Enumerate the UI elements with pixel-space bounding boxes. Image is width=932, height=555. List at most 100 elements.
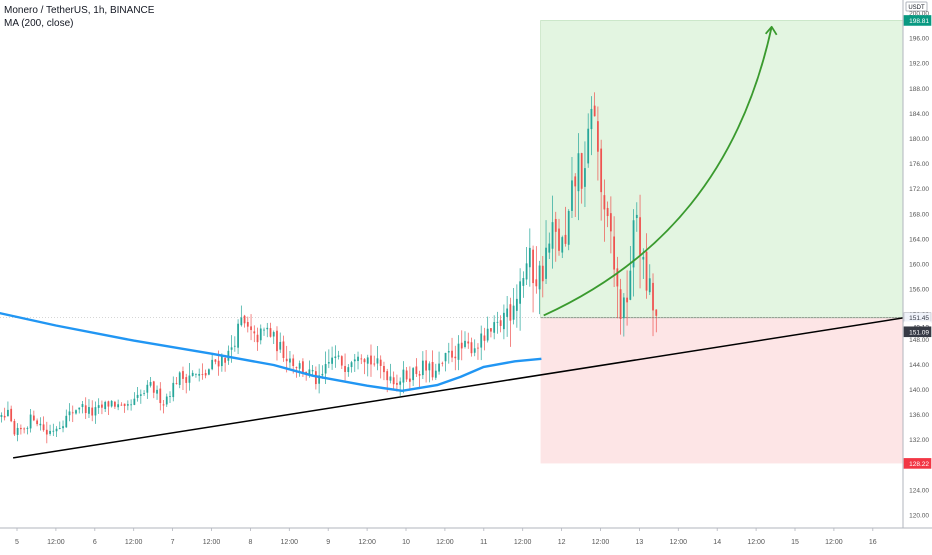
- time-tick-label: 7: [171, 539, 175, 546]
- candle: [574, 173, 577, 218]
- candle: [182, 366, 184, 391]
- candle: [7, 401, 9, 417]
- candle: [532, 245, 534, 313]
- profit-zone[interactable]: [540, 20, 904, 318]
- candle: [10, 405, 13, 423]
- candle: [224, 354, 227, 372]
- candle: [114, 400, 116, 409]
- candle: [246, 316, 249, 333]
- candle: [373, 355, 376, 367]
- candle: [629, 245, 632, 301]
- candle: [515, 284, 518, 328]
- candle: [528, 228, 531, 287]
- candle: [81, 400, 84, 414]
- candle: [512, 287, 515, 325]
- candle: [483, 327, 486, 351]
- candle: [327, 349, 330, 369]
- candle: [139, 389, 142, 404]
- candle: [272, 330, 275, 345]
- candle: [19, 424, 22, 435]
- candle: [428, 361, 431, 383]
- candle: [175, 377, 178, 385]
- candle: [470, 337, 473, 357]
- candle: [477, 343, 479, 360]
- currency-label[interactable]: USDT: [908, 5, 925, 11]
- candle: [0, 412, 3, 423]
- candle: [88, 399, 90, 419]
- candle: [344, 353, 346, 381]
- candle: [149, 376, 152, 388]
- candle: [402, 361, 405, 394]
- price-badge-last: 151.09: [903, 326, 932, 338]
- candle: [548, 232, 551, 260]
- candle: [580, 152, 583, 204]
- candle: [490, 328, 492, 338]
- candle: [396, 374, 398, 392]
- candle: [337, 350, 340, 360]
- candle: [431, 350, 434, 381]
- candle: [311, 364, 314, 377]
- candle: [425, 350, 427, 383]
- candle: [347, 364, 350, 377]
- price-tick-label: 120.00: [909, 513, 929, 520]
- price-tick-label: 156.00: [909, 287, 929, 294]
- candle: [165, 393, 168, 407]
- candle: [282, 335, 285, 362]
- candle: [561, 235, 564, 259]
- price-tick-label: 144.00: [909, 362, 929, 369]
- symbol-title[interactable]: Monero / TetherUS, 1h, BINANCE: [4, 5, 155, 16]
- candle: [152, 380, 155, 399]
- support-trendline[interactable]: [12, 312, 932, 459]
- currency-label-box[interactable]: [905, 1, 928, 12]
- candle: [39, 417, 42, 431]
- candle: [91, 400, 94, 422]
- candle: [522, 271, 525, 298]
- candle: [655, 309, 658, 333]
- price-tick-label: 196.00: [909, 36, 929, 43]
- candle: [75, 409, 77, 415]
- candle: [3, 407, 6, 421]
- time-tick-label: 12:00: [47, 539, 65, 546]
- candle: [279, 332, 282, 353]
- time-tick-label: 9: [326, 539, 330, 546]
- candle: [107, 400, 110, 415]
- candle: [564, 206, 567, 247]
- candle: [253, 325, 256, 343]
- candle: [616, 256, 619, 319]
- price-tick-label: 180.00: [909, 136, 929, 143]
- projection-arrow-head: [764, 25, 778, 36]
- candle: [23, 427, 26, 434]
- candle: [506, 296, 509, 337]
- candle: [233, 336, 236, 352]
- candle: [298, 360, 301, 377]
- candle: [480, 325, 483, 361]
- candle: [36, 418, 38, 427]
- overlay-lines: [0, 25, 932, 459]
- candle: [584, 141, 586, 208]
- candle: [626, 270, 628, 326]
- price-badge-label: 151.45: [909, 315, 929, 322]
- candle: [45, 421, 48, 444]
- time-tick-label: 15: [791, 539, 799, 546]
- loss-zone[interactable]: [540, 317, 903, 464]
- ma200-line[interactable]: [0, 309, 542, 392]
- candle: [606, 201, 609, 228]
- candle: [353, 353, 356, 372]
- indicator-title[interactable]: MA (200, close): [4, 18, 74, 29]
- chart-legend: Monero / TetherUS, 1h, BINANCE MA (200, …: [4, 4, 154, 30]
- candle: [600, 139, 603, 221]
- candle: [58, 421, 61, 430]
- candle: [593, 92, 596, 117]
- time-tick-label: 16: [869, 539, 877, 546]
- projection-arrow[interactable]: [543, 26, 773, 317]
- candle: [334, 345, 337, 368]
- time-tick-label: 13: [636, 539, 644, 546]
- candle: [587, 113, 590, 168]
- candle: [519, 268, 521, 331]
- price-badge-label: 151.09: [909, 329, 929, 336]
- candle: [525, 247, 528, 286]
- candle: [201, 363, 204, 380]
